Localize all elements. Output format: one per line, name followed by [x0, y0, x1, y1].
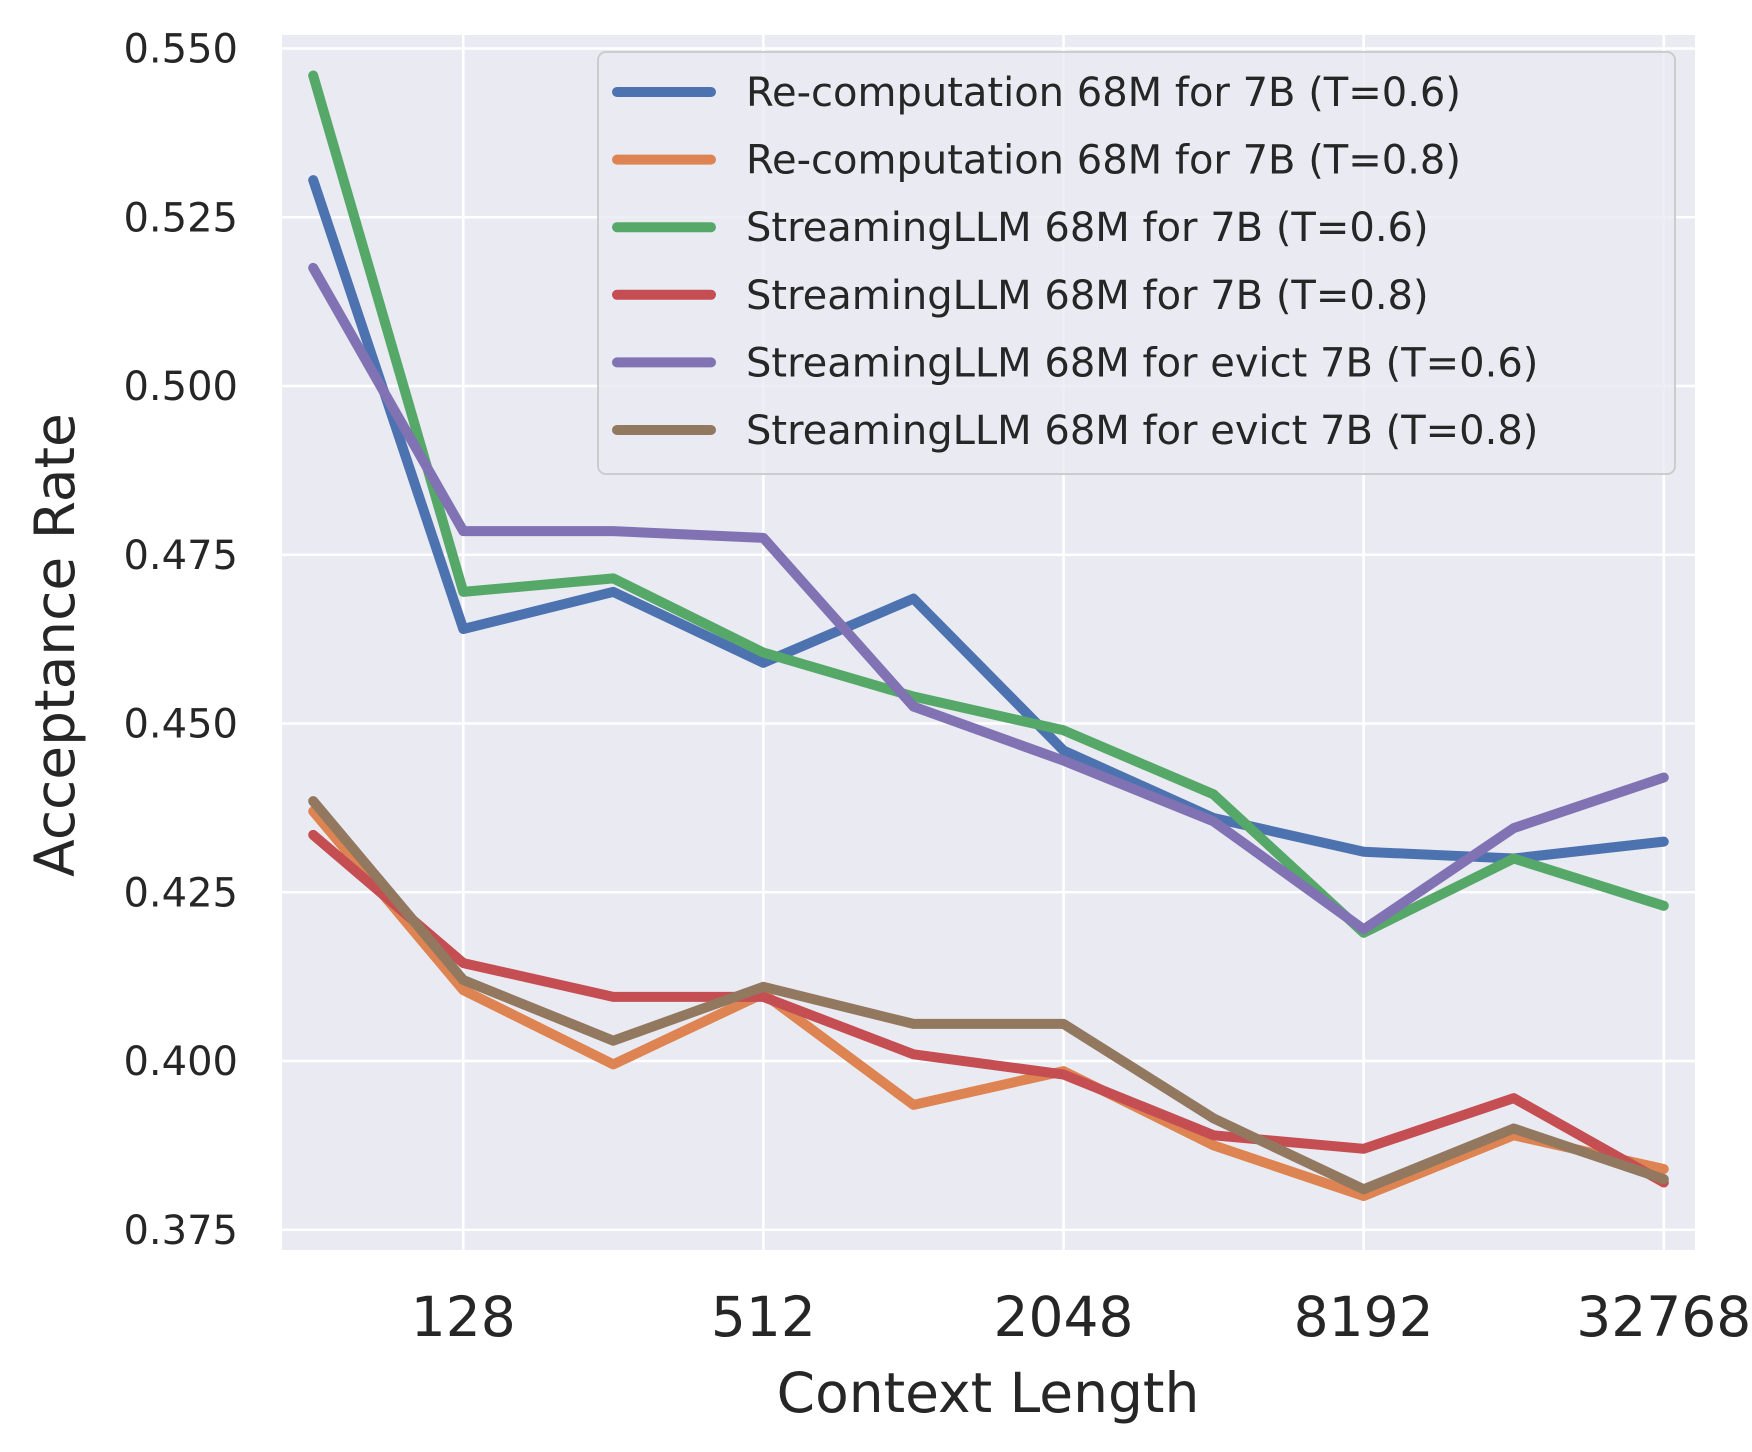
series-line-3 — [308, 829, 1669, 1188]
legend-label-1: Re-computation 68M for 7B (T=0.8) — [746, 138, 1461, 184]
legend-label-4: StreamingLLM 68M for evict 7B (T=0.6) — [746, 340, 1538, 386]
series-line-0 — [308, 175, 1669, 864]
series-line-5 — [308, 796, 1669, 1195]
y-axis-title: Acceptance Rate — [23, 413, 87, 877]
x-tick-label: 2048 — [994, 1285, 1134, 1349]
legend: Re-computation 68M for 7B (T=0.6) Re-comp… — [597, 51, 1676, 475]
legend-label-5: StreamingLLM 68M for evict 7B (T=0.8) — [746, 408, 1538, 454]
y-tick-label: 0.450 — [123, 702, 238, 748]
x-tick-label: 32768 — [1576, 1285, 1751, 1349]
x-axis-title: Context Length — [777, 1361, 1200, 1425]
y-tick-label: 0.375 — [123, 1208, 238, 1254]
y-tick-label: 0.525 — [123, 195, 238, 241]
legend-label-3: StreamingLLM 68M for 7B (T=0.8) — [746, 273, 1429, 319]
series-lines — [308, 70, 1669, 1201]
legend-label-0: Re-computation 68M for 7B (T=0.6) — [746, 70, 1461, 116]
x-tick-labels: 128 512 2048 8192 32768 — [411, 1285, 1751, 1349]
legend-box — [597, 51, 1676, 475]
y-tick-label: 0.475 — [123, 533, 238, 579]
series-line-2 — [308, 70, 1669, 938]
x-tick-label: 128 — [411, 1285, 516, 1349]
y-tick-label: 0.400 — [123, 1039, 238, 1085]
x-tick-label: 8192 — [1294, 1285, 1434, 1349]
y-tick-labels: 0.375 0.400 0.425 0.450 0.475 0.500 0.525 0.550 — [123, 27, 238, 1254]
series-line-1 — [308, 806, 1669, 1201]
y-tick-label: 0.425 — [123, 870, 238, 916]
legend-label-2: StreamingLLM 68M for 7B (T=0.6) — [746, 205, 1429, 251]
x-tick-label: 512 — [711, 1285, 816, 1349]
series-line-4 — [308, 262, 1669, 935]
y-tick-label: 0.500 — [123, 364, 238, 410]
y-tick-label: 0.550 — [123, 27, 238, 73]
